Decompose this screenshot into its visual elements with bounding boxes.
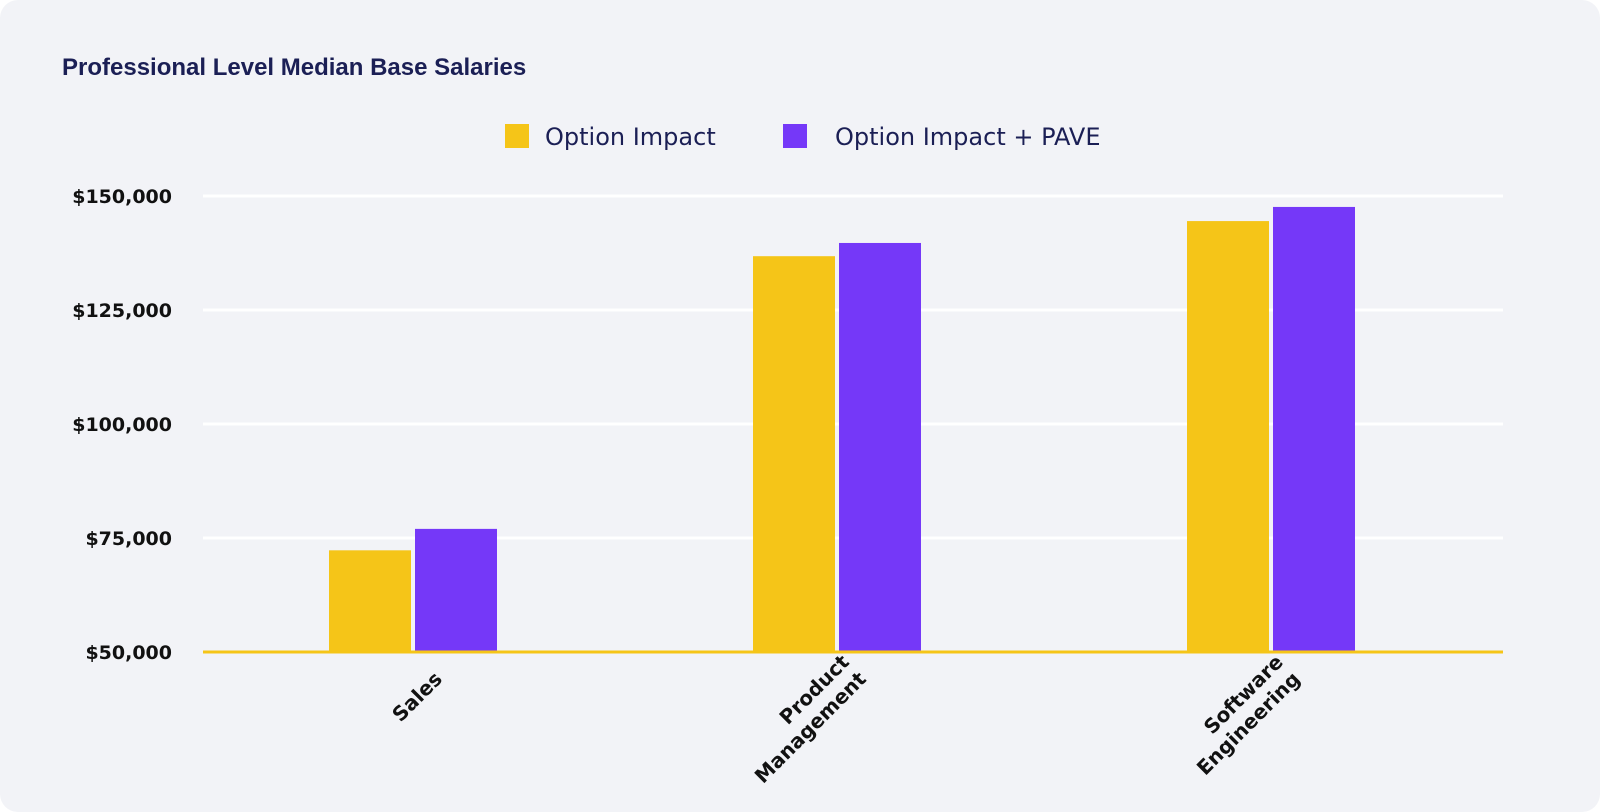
- y-axis-ticks: $50,000 $75,000 $100,000 $125,000 $150,000: [72, 186, 172, 664]
- x-category-label: SoftwareEngineering: [1175, 650, 1305, 780]
- y-tick-label: $100,000: [72, 414, 172, 436]
- legend: Option Impact Option Impact + PAVE: [505, 123, 1101, 151]
- legend-swatch-option-impact: [505, 124, 529, 148]
- bar-option-impact-pave: [839, 242, 921, 652]
- bar-option-impact-pave: [415, 528, 497, 652]
- x-category-label: ProductManagement: [733, 650, 871, 788]
- bar-option-impact: [1187, 221, 1269, 652]
- y-tick-label: $50,000: [85, 642, 172, 664]
- y-tick-label: $150,000: [72, 186, 172, 208]
- x-category-label: Sales: [387, 667, 447, 727]
- x-category-label-line: Sales: [387, 667, 447, 727]
- bar-option-impact: [753, 256, 835, 652]
- legend-label-option-impact-pave: Option Impact + PAVE: [835, 123, 1101, 151]
- x-axis-categories: Sales ProductManagement SoftwareEngineerin…: [387, 650, 1305, 788]
- y-tick-label: $125,000: [72, 300, 172, 322]
- y-tick-label: $75,000: [85, 528, 172, 550]
- legend-swatch-option-impact-pave: [783, 124, 807, 148]
- legend-label-option-impact: Option Impact: [545, 123, 716, 151]
- bar-option-impact-pave: [1273, 206, 1355, 652]
- chart-title: Professional Level Median Base Salaries: [62, 54, 527, 81]
- bars: [329, 206, 1355, 652]
- bar-option-impact: [329, 550, 411, 652]
